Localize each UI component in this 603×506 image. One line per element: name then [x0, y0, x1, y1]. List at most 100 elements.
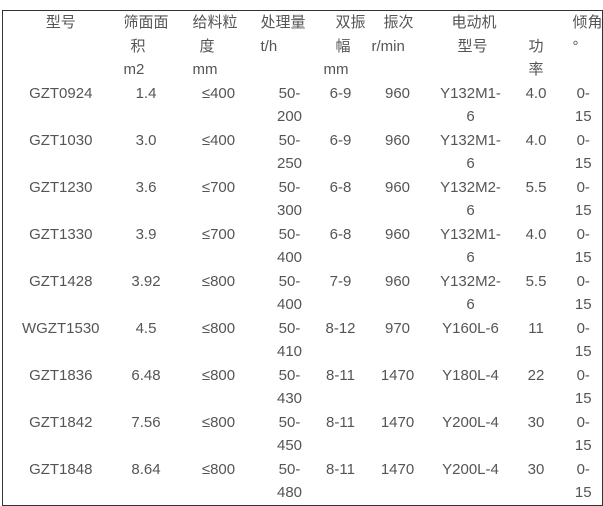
cell-double-amplitude: 6-9 — [329, 131, 352, 149]
cell-capacity: 50-400 — [276, 225, 303, 267]
cell-screen-area: 4.5 — [135, 319, 157, 337]
cell-screen-area: 6.48 — [131, 366, 161, 384]
cell-model: GZT1836 — [29, 366, 93, 384]
header-motor: 电动机 — [451, 14, 497, 31]
cell-capacity: 50-250 — [276, 131, 303, 173]
cell-feed-size: ≤800 — [201, 413, 236, 431]
cell-motor-model: Y132M1-6 — [440, 84, 501, 126]
cell-inclination: 0-15 — [574, 319, 592, 361]
cell-feed-size: ≤700 — [201, 225, 236, 243]
header-capacity: 处理量 t/h — [260, 14, 306, 55]
cell-double-amplitude: 8-11 — [326, 366, 355, 384]
header-inclination: 倾角 ° — [572, 14, 603, 55]
cell-screen-area: 3.9 — [135, 225, 157, 243]
cell-screen-area: 7.56 — [131, 413, 161, 431]
cell-motor-model: Y160L-6 — [442, 319, 499, 337]
cell-model: GZT1330 — [29, 225, 93, 243]
cell-feed-size: ≤800 — [201, 319, 236, 337]
cell-motor-power: 5.5 — [525, 178, 547, 196]
table-row: GZT1330 3.9 ≤700 50-400 6-8 960 Y132M1-6 4.0 0-1… — [3, 223, 603, 270]
cell-double-amplitude: 8-12 — [325, 319, 356, 337]
cell-motor-power: 30 — [527, 413, 545, 431]
cell-capacity: 50-410 — [276, 319, 303, 361]
cell-frequency: 1470 — [380, 413, 415, 431]
cell-inclination: 0-15 — [574, 131, 592, 173]
table-row: GZT1230 3.6 ≤700 50-300 6-8 960 Y132M2-6 5.5 0-1… — [3, 176, 603, 223]
cell-inclination: 0-15 — [574, 178, 592, 220]
cell-feed-size: ≤800 — [201, 272, 236, 290]
cell-motor-power: 4.0 — [525, 84, 547, 102]
cell-motor-power: 30 — [527, 460, 545, 478]
table-row: GZT0924 1.4 ≤400 50-200 6-9 960 Y132M1-6 4.0 0-1… — [3, 82, 603, 129]
cell-motor-model: Y132M2-6 — [440, 272, 501, 314]
cell-inclination: 0-15 — [574, 225, 592, 267]
table-row: GZT1842 7.56 ≤800 50-450 8-11 1470 Y200L-4 30 0-… — [3, 411, 603, 458]
cell-screen-area: 8.64 — [131, 460, 161, 478]
cell-frequency: 960 — [384, 131, 411, 149]
cell-motor-model: Y200L-4 — [442, 413, 499, 431]
cell-model: GZT1428 — [29, 272, 93, 290]
cell-inclination: 0-15 — [574, 460, 592, 502]
cell-feed-size: ≤400 — [201, 84, 236, 102]
cell-frequency: 960 — [384, 225, 411, 243]
table-row: WGZT1530 4.5 ≤800 50-410 8-12 970 Y160L-6 11 0-1… — [3, 317, 603, 364]
cell-frequency: 1470 — [380, 366, 415, 384]
cell-capacity: 50-430 — [276, 366, 303, 408]
header-model: 型号 — [45, 14, 76, 31]
cell-capacity: 50-450 — [276, 413, 303, 455]
cell-screen-area: 3.0 — [135, 131, 157, 149]
cell-motor-model: Y132M2-6 — [440, 178, 501, 220]
cell-frequency: 960 — [384, 84, 411, 102]
cell-frequency: 960 — [384, 272, 411, 290]
cell-model: GZT1842 — [29, 413, 93, 431]
cell-capacity: 50-480 — [276, 460, 303, 502]
cell-inclination: 0-15 — [574, 84, 592, 126]
cell-feed-size: ≤400 — [201, 131, 236, 149]
header-frequency: 振次 r/min — [371, 14, 414, 55]
cell-frequency: 970 — [384, 319, 411, 337]
cell-capacity: 50-400 — [276, 272, 303, 314]
table-row: GZT1848 8.64 ≤800 50-480 8-11 1470 Y200L-4 30 0-… — [3, 458, 603, 506]
header-motor-model: 型号 — [457, 37, 488, 55]
cell-model: GZT0924 — [29, 84, 93, 102]
cell-screen-area: 3.6 — [135, 178, 157, 196]
cell-motor-power: 4.0 — [525, 131, 547, 149]
header-motor-power: 功 率 — [528, 37, 544, 79]
cell-double-amplitude: 7-9 — [329, 272, 352, 290]
table-row: GZT1428 3.92 ≤800 50-400 7-9 960 Y132M2-6 5.5 0-… — [3, 270, 603, 317]
cell-motor-model: Y132M1-6 — [440, 131, 501, 173]
cell-frequency: 1470 — [380, 460, 415, 478]
cell-inclination: 0-15 — [574, 272, 592, 314]
table-row: GZT1836 6.48 ≤800 50-430 8-11 1470 Y180L-4 22 0-… — [3, 364, 603, 411]
cell-double-amplitude: 6-8 — [329, 178, 352, 196]
cell-capacity: 50-200 — [276, 84, 303, 126]
cell-capacity: 50-300 — [276, 178, 303, 220]
cell-screen-area: 3.92 — [131, 272, 161, 290]
table-row: GZT1030 3.0 ≤400 50-250 6-9 960 Y132M1-6 4.0 0-1… — [3, 129, 603, 176]
cell-motor-model: Y132M1-6 — [440, 225, 501, 267]
cell-feed-size: ≤800 — [201, 460, 236, 478]
cell-double-amplitude: 6-8 — [329, 225, 352, 243]
header-feed-size: 给料粒 度 mm — [192, 14, 238, 78]
header-screen-area: 筛面面 积 m2 — [123, 14, 169, 78]
cell-feed-size: ≤800 — [201, 366, 236, 384]
cell-model: GZT1030 — [29, 131, 93, 149]
cell-model: WGZT1530 — [21, 319, 100, 337]
cell-double-amplitude: 6-9 — [329, 84, 352, 102]
cell-double-amplitude: 8-11 — [326, 413, 355, 431]
screen-spec-table: 型号 筛面面 积 m2 给料粒 度 mm 处理量 t/h 双振 幅 mm — [2, 10, 603, 506]
cell-frequency: 960 — [384, 178, 411, 196]
cell-motor-power: 5.5 — [525, 272, 547, 290]
cell-feed-size: ≤700 — [201, 178, 236, 196]
cell-screen-area: 1.4 — [135, 84, 157, 102]
cell-inclination: 0-15 — [574, 366, 592, 408]
cell-model: GZT1230 — [29, 178, 93, 196]
cell-motor-power: 4.0 — [525, 225, 547, 243]
cell-motor-power: 11 — [528, 319, 544, 337]
cell-double-amplitude: 8-11 — [326, 460, 355, 478]
cell-motor-power: 22 — [527, 366, 545, 384]
cell-motor-model: Y180L-4 — [442, 366, 499, 384]
header-double-amplitude: 双振 幅 mm — [323, 14, 366, 78]
cell-model: GZT1848 — [29, 460, 93, 478]
cell-motor-model: Y200L-4 — [442, 460, 499, 478]
